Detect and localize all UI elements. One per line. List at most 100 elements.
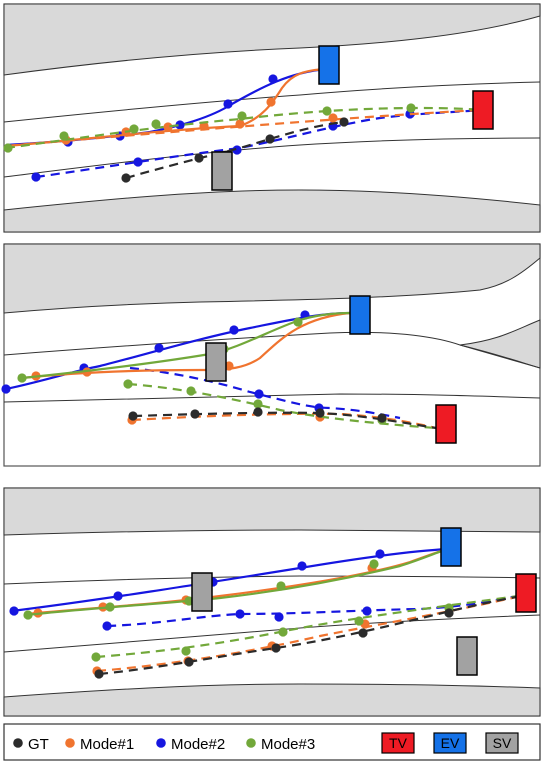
mode3-point [105,602,115,612]
mode3-point [91,652,101,662]
legend: GT Mode#1 Mode#2 Mode#3 TV EV SV [3,723,541,761]
mode3-point [322,106,332,116]
mode2-point [102,621,112,631]
mode1-point [266,97,276,107]
scenario-panel-3 [3,487,541,717]
mode3-point [123,379,133,389]
mode2-point [31,172,41,182]
mode2-point [235,609,245,619]
lane-line [3,393,541,403]
road-edge-bottom [3,189,541,233]
road-edge-top [3,487,541,536]
gt-traj [132,411,437,430]
mode2-point [375,549,385,559]
gt-point [121,173,131,183]
road-edge-top [3,3,541,76]
mode3-point [293,317,303,327]
lane-line [3,575,541,585]
mode2-point [274,612,284,622]
mode3-point [3,143,13,153]
sv-vehicle [191,572,213,612]
mode3-point [278,627,288,637]
ev-vehicle [349,295,371,335]
mode2-point [154,343,164,353]
gt-point [265,134,275,144]
gt-traj [98,593,527,676]
gt-point [377,413,387,423]
scenario-panel-2 [1,243,541,467]
mode3-point [59,131,69,141]
tv-vehicle [472,90,494,130]
lane-line [3,614,541,653]
legend-mode1-label: Mode#1 [80,736,134,753]
gt-point [94,669,104,679]
mode3-point [23,610,33,620]
mode2-point [362,606,372,616]
legend-mode1-marker [65,738,75,748]
lane-line [3,81,541,123]
road-edge-bottom [3,683,541,717]
mode3-point [369,559,379,569]
legend-mode2-label: Mode#2 [171,736,225,753]
mode2-point [1,384,11,394]
legend-tv-swatch [381,732,415,754]
gt-point [253,407,263,417]
gt-point [444,608,454,618]
mode3-point [17,373,27,383]
tv-vehicle [515,573,537,613]
legend-sv-label: SV [493,735,512,751]
mode3-point [406,103,416,113]
mode2-point [223,99,233,109]
gt-point [128,411,138,421]
scenario-panel-1 [3,3,541,233]
legend-sv-swatch [485,732,519,754]
gt-point [315,408,325,418]
mode3-point [151,119,161,129]
legend-gt-label: GT [28,736,49,753]
mode2-point [232,145,242,155]
mode1-point [235,119,245,129]
mode2-point [229,325,239,335]
mode1-traj-2 [131,412,437,430]
mode3-point [181,646,191,656]
mode2-point [113,591,123,601]
mode2-point [297,561,307,571]
legend-mode2-marker [156,738,166,748]
mode3-point [253,399,263,409]
mode1-point [163,122,173,132]
mode1-traj-2 [96,593,527,673]
gt-point [339,117,349,127]
mode3-point [237,111,247,121]
mode3-point [186,386,196,396]
ev-vehicle [440,527,462,567]
mode1-traj-2 [5,108,483,148]
legend-mode3-label: Mode#3 [261,736,315,753]
gt-point [358,628,368,638]
gt-traj [125,120,345,180]
mode2-point [9,606,19,616]
ev-vehicle [318,45,340,85]
mode3-point [276,581,286,591]
mode3-traj [5,106,483,150]
legend-ev-swatch [433,732,467,754]
sv-vehicle [211,151,233,191]
mode2-traj-1 [11,547,449,613]
mode2-point [268,74,278,84]
gt-point [194,153,204,163]
legend-tv-label: TV [389,735,408,751]
gt-point [184,657,194,667]
sv-vehicle [205,342,227,382]
legend-ev-label: EV [441,735,460,751]
tv-vehicle [435,404,457,444]
road-edge-top [3,243,541,314]
gt-point [190,409,200,419]
lane-line [3,137,541,178]
mode3-point [354,616,364,626]
legend-gt-marker [13,738,23,748]
mode1-point [328,113,338,123]
legend-mode3-marker [246,738,256,748]
mode2-point [254,389,264,399]
mode2-point [133,157,143,167]
mode3-point [129,124,139,134]
sv-vehicle [456,636,478,676]
